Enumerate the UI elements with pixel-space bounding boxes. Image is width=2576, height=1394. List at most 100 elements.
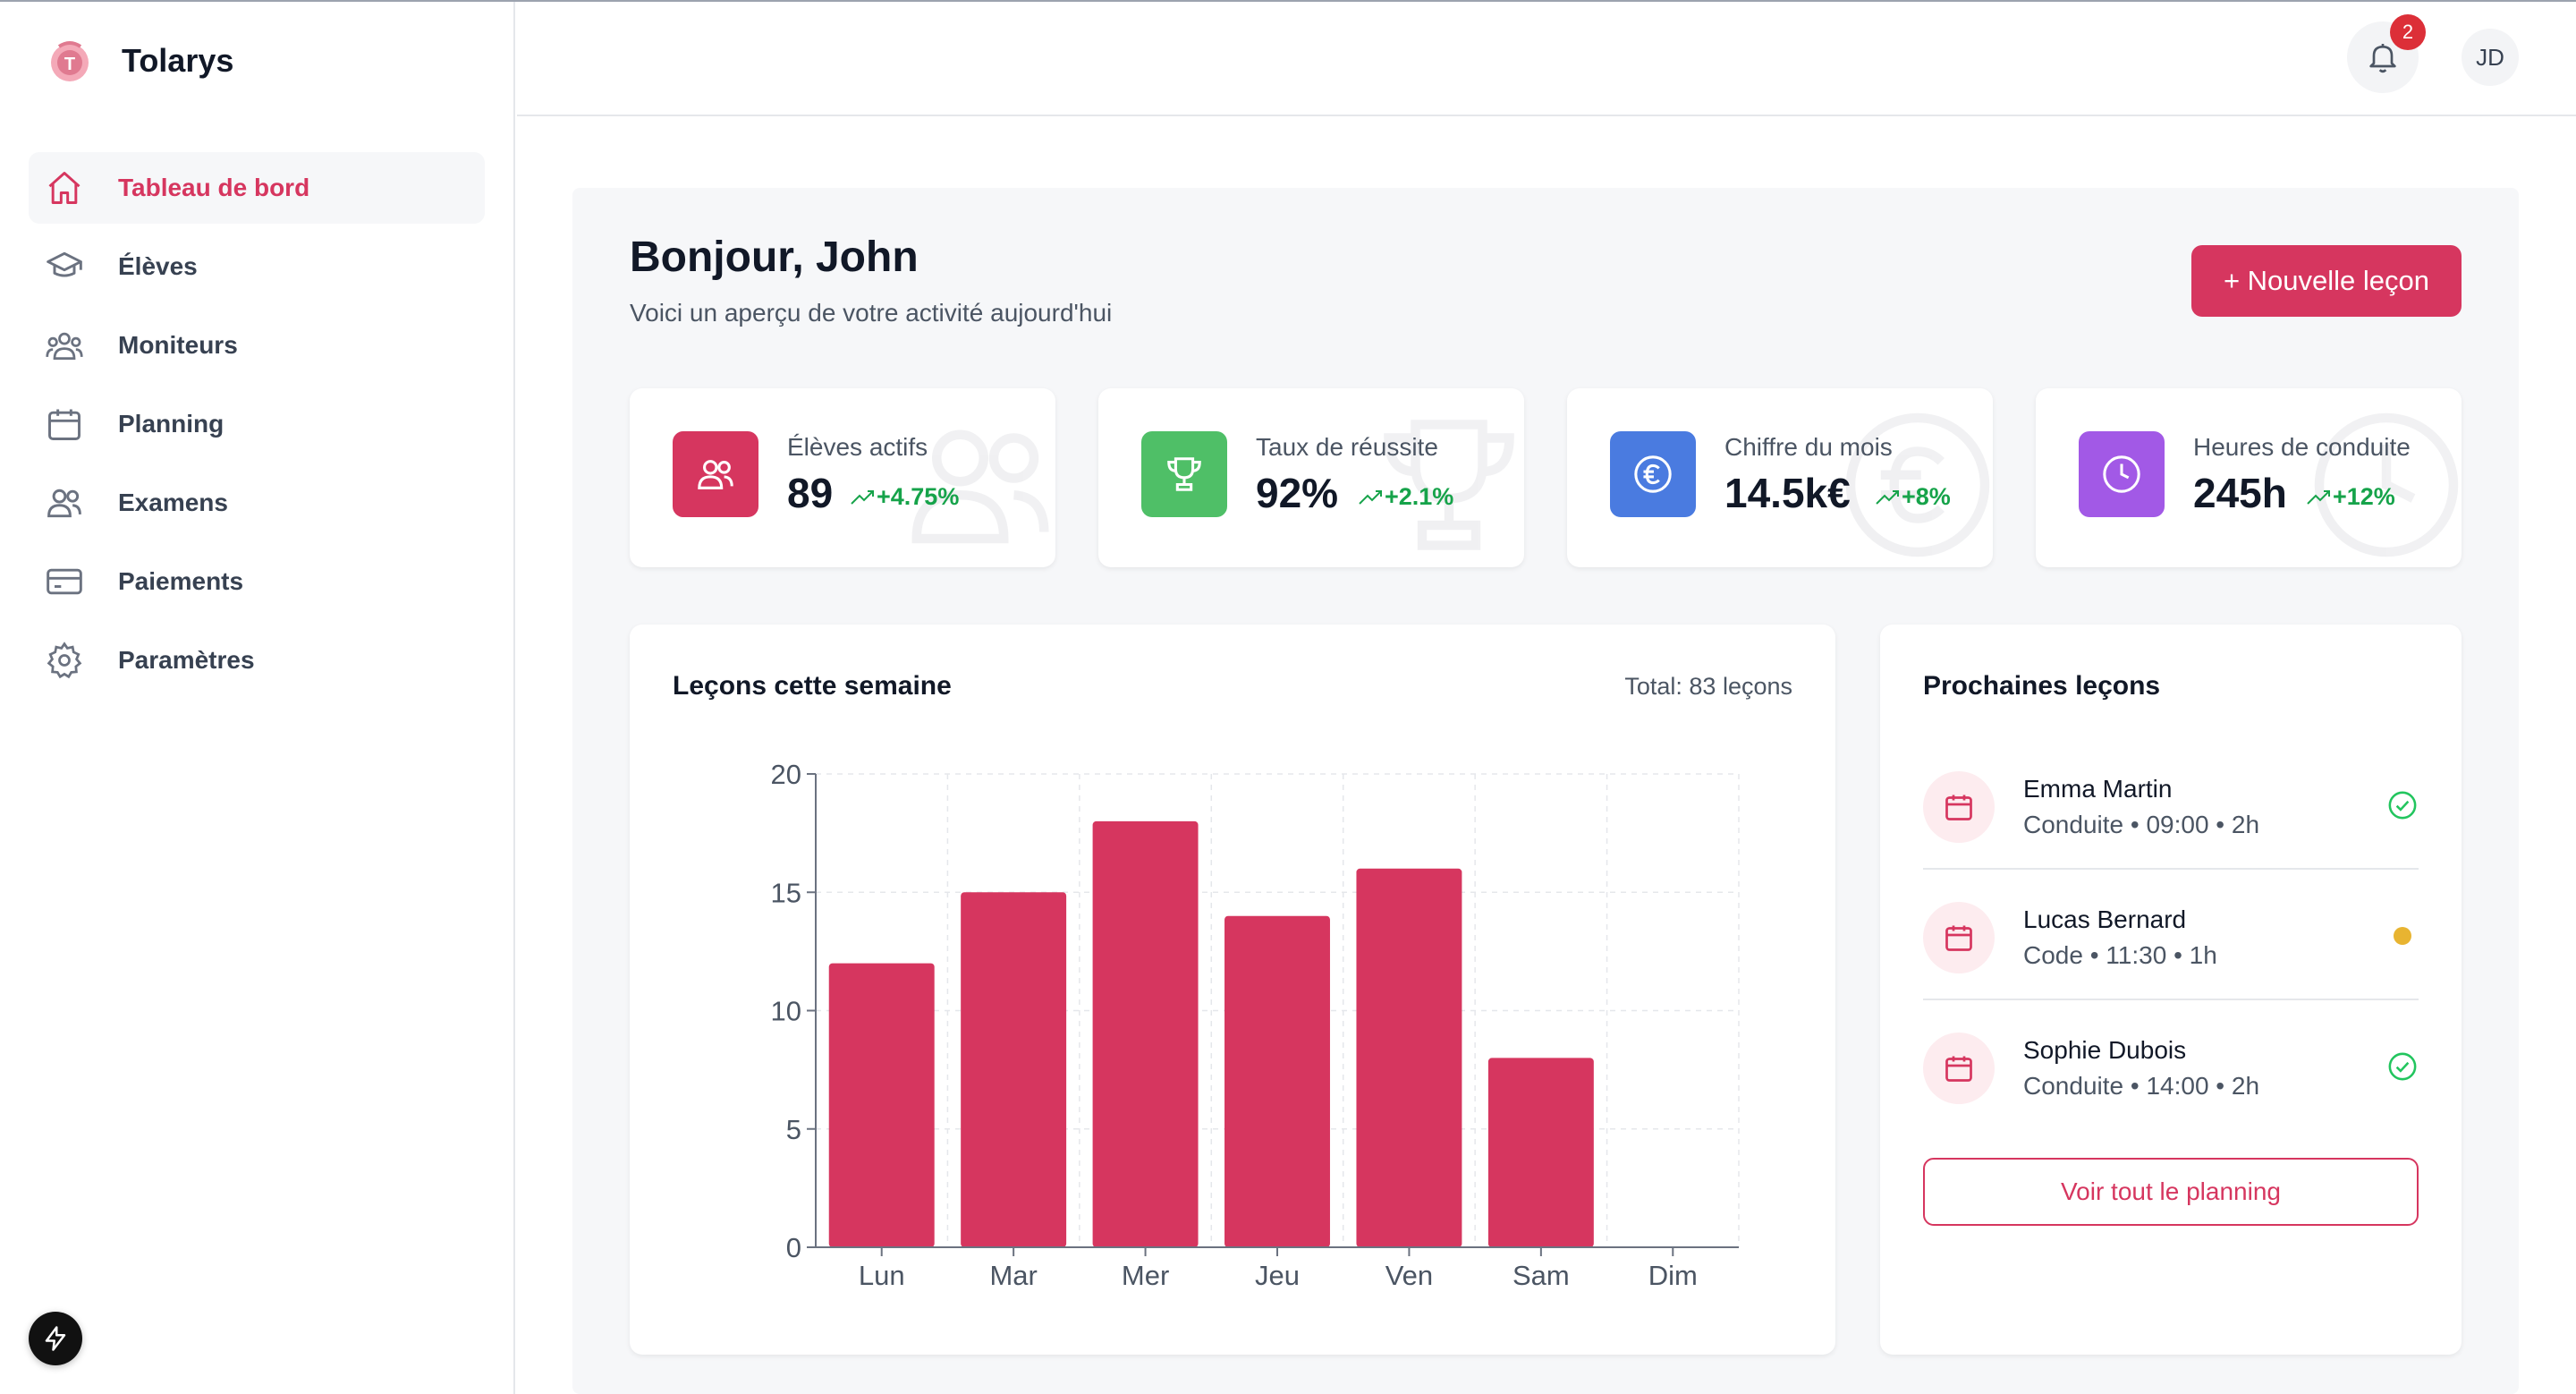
calendar-icon (1923, 902, 1995, 973)
brand-name: Tolarys (122, 42, 234, 79)
lesson-student-name: Emma Martin (2023, 775, 2173, 803)
x-tick-label: Lun (859, 1260, 905, 1291)
x-tick-label: Dim (1648, 1260, 1698, 1291)
lesson-student-name: Sophie Dubois (2023, 1036, 2187, 1064)
x-tick-label: Ven (1385, 1260, 1433, 1291)
check-circle-icon (2386, 789, 2419, 821)
stat-icon-box (1141, 431, 1227, 517)
chart-title: Leçons cette semaine (673, 671, 952, 701)
chart-bar (961, 892, 1067, 1247)
upcoming-lessons-card: Prochaines leçons Emma Martin Conduite •… (1880, 625, 2462, 1355)
sidebar-item-label: Examens (118, 489, 228, 516)
chart-bar (1356, 868, 1462, 1247)
clock-icon (2103, 455, 2140, 493)
see-full-planning-button[interactable]: Voir tout le planning (1923, 1158, 2419, 1226)
stat-trend-value: +4.75% (877, 483, 960, 510)
chart-total: Total: 83 leçons (1624, 673, 1792, 700)
euro-watermark-icon (1845, 412, 1990, 557)
stat-label: Taux de réussite (1256, 433, 1438, 461)
stat-label: Élèves actifs (787, 433, 928, 461)
x-tick-label: Mer (1122, 1260, 1169, 1291)
sidebar-item-label: Paramètres (118, 646, 255, 674)
page-subtitle: Voici un aperçu de votre activité aujour… (630, 299, 1113, 327)
home-icon (45, 168, 84, 208)
sidebar-item-planning[interactable]: Planning (29, 388, 485, 460)
trend-up-icon (1876, 489, 1899, 505)
y-tick-label: 15 (771, 877, 801, 908)
stat-trend: +8% (1875, 483, 1951, 511)
lesson-detail: Conduite • 14:00 • 2h (2023, 1072, 2260, 1100)
stat-icon-box (673, 431, 758, 517)
check-circle-icon (2386, 1050, 2419, 1083)
user-avatar[interactable]: JD (2462, 29, 2519, 86)
stat-card-monthly-revenue: Chiffre du mois 14.5k€ +8% (1567, 388, 1993, 567)
lesson-item[interactable]: Lucas Bernard Code • 11:30 • 1h (1923, 870, 2419, 1000)
sidebar-item-payments[interactable]: Paiements (29, 546, 485, 617)
sidebar-item-instructors[interactable]: Moniteurs (29, 310, 485, 381)
trend-up-icon (2307, 489, 2330, 505)
stat-trend: +2.1% (1358, 483, 1453, 511)
x-tick-label: Mar (989, 1260, 1037, 1291)
sidebar: T Tolarys Tableau de bord Élèves Moniteu… (0, 2, 515, 1394)
trophy-watermark-icon (1384, 420, 1514, 550)
clock-watermark-icon (2314, 412, 2459, 557)
stat-trend: +12% (2306, 483, 2395, 511)
sidebar-item-label: Élèves (118, 252, 198, 280)
users-watermark-icon (911, 429, 1049, 544)
calendar-icon (45, 404, 84, 444)
y-tick-label: 5 (786, 1114, 801, 1145)
calendar-icon (1923, 1033, 1995, 1104)
sidebar-item-label: Moniteurs (118, 331, 238, 359)
stat-icon-box (1610, 431, 1696, 517)
notification-badge: 2 (2390, 14, 2426, 50)
sidebar-item-settings[interactable]: Paramètres (29, 625, 485, 696)
stat-trend: +4.75% (850, 483, 959, 511)
brand-logo-icon: T (51, 41, 89, 81)
stat-value: 245h (2193, 470, 2287, 516)
top-header (517, 2, 2576, 116)
sidebar-item-label: Paiements (118, 567, 244, 595)
sidebar-item-label: Planning (118, 410, 225, 438)
x-tick-label: Sam (1513, 1260, 1570, 1291)
euro-icon (1634, 455, 1672, 493)
chart-bar (1487, 1058, 1594, 1247)
new-lesson-button[interactable]: + Nouvelle leçon (2191, 245, 2462, 317)
lesson-item[interactable]: Emma Martin Conduite • 09:00 • 2h (1923, 739, 2419, 870)
sidebar-item-exams[interactable]: Examens (29, 467, 485, 539)
y-tick-label: 10 (771, 996, 801, 1027)
bolt-icon (45, 1326, 66, 1351)
lesson-student-name: Lucas Bernard (2023, 905, 2187, 933)
bell-icon (2369, 44, 2396, 73)
lesson-detail: Code • 11:30 • 1h (2023, 941, 2217, 969)
lesson-detail: Conduite • 09:00 • 2h (2023, 811, 2260, 838)
lessons-bar-chart: 0 5 10 15 20 Lun Mar Mer Jeu Ven Sam Dim (771, 759, 1740, 1291)
trend-up-icon (1359, 489, 1382, 505)
brand[interactable]: T Tolarys (47, 38, 233, 84)
y-tick-label: 0 (786, 1232, 801, 1263)
chart-bar (828, 963, 935, 1247)
sidebar-item-label: Tableau de bord (118, 174, 310, 201)
calendar-icon (1923, 771, 1995, 843)
lesson-item[interactable]: Sophie Dubois Conduite • 14:00 • 2h (1923, 1000, 2419, 1131)
y-tick-label: 20 (771, 759, 801, 790)
users-group-icon (45, 326, 84, 365)
upcoming-title: Prochaines leçons (1923, 671, 2161, 701)
stat-value: 14.5k€ (1724, 470, 1851, 516)
page-title: Bonjour, John (630, 234, 919, 281)
users-icon (45, 483, 84, 523)
credit-card-icon (45, 562, 84, 601)
stat-trend-value: +8% (1902, 483, 1951, 510)
stat-trend-value: +12% (2333, 483, 2395, 510)
stat-card-success-rate: Taux de réussite 92% +2.1% (1098, 388, 1524, 567)
chart-bar (1224, 915, 1330, 1247)
trophy-icon (1167, 457, 1201, 491)
sidebar-item-students[interactable]: Élèves (29, 231, 485, 302)
quick-action-button[interactable] (29, 1312, 82, 1365)
x-tick-label: Jeu (1255, 1260, 1300, 1291)
sidebar-nav: Tableau de bord Élèves Moniteurs Plannin… (29, 152, 485, 703)
sidebar-item-dashboard[interactable]: Tableau de bord (29, 152, 485, 224)
stat-value: 89 (787, 470, 834, 516)
stat-label: Heures de conduite (2193, 433, 2411, 461)
gear-icon (45, 641, 84, 680)
users-icon (698, 460, 733, 489)
